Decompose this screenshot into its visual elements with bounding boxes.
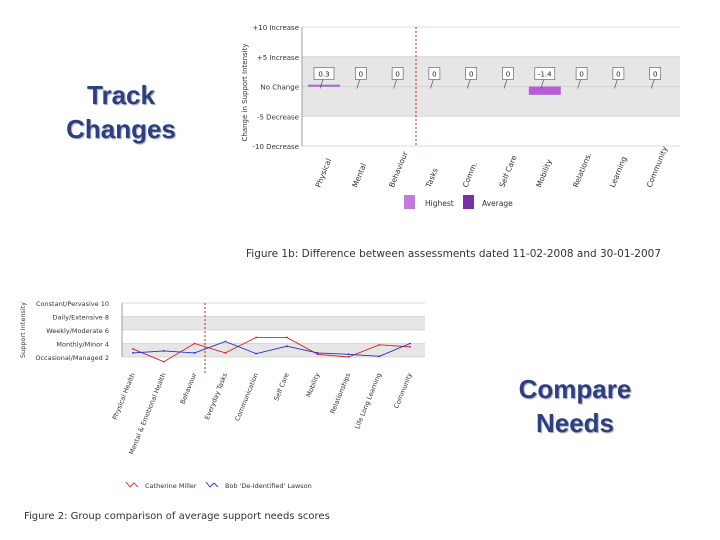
label-pointer: [356, 79, 361, 89]
y-tick-label: Occasional/Managed 2: [35, 354, 109, 362]
data-label: 0: [579, 71, 583, 79]
data-point: [162, 360, 165, 363]
bar: [528, 86, 561, 95]
legend-label: Catherine Miller: [145, 482, 197, 490]
data-point: [285, 336, 288, 339]
y-tick-label: No Change: [260, 84, 299, 92]
data-point: [316, 352, 319, 354]
label-pointer: [650, 79, 655, 89]
x-tick-label: Community: [392, 372, 414, 410]
y-tick-label: +10 Increase: [252, 24, 299, 32]
data-label: 0: [395, 71, 399, 79]
label-pointer: [614, 79, 618, 89]
legend-swatch-average: [463, 195, 474, 209]
legend-label: Average: [482, 199, 513, 208]
bar: [308, 84, 340, 87]
data-point: [162, 350, 165, 352]
x-tick-label: Life Long Learning: [353, 372, 383, 430]
value-label-box: [649, 67, 662, 80]
value-label-box: [502, 67, 514, 80]
y-tick-label: Monthly/Minor 4: [56, 341, 109, 349]
label-pointer: [540, 79, 545, 89]
data-label: 0.3: [318, 71, 329, 79]
data-point: [255, 352, 258, 355]
data-point: [409, 345, 411, 348]
data-point: [224, 352, 227, 354]
y-tick-label: +5 Increase: [257, 54, 299, 62]
data-point: [193, 352, 196, 354]
x-tick-label: Communication: [233, 372, 260, 423]
data-label: 0: [653, 71, 657, 79]
legend-swatch: [125, 481, 139, 488]
label-pointer: [319, 79, 324, 89]
band-upper: [122, 316, 425, 330]
data-point: [193, 342, 196, 345]
label-pointer: [393, 79, 397, 89]
data-point: [132, 348, 134, 350]
data-point: [378, 343, 381, 346]
data-label: 0: [469, 71, 473, 79]
y-tick-label: -5 Decrease: [257, 113, 299, 121]
legend-swatch-highest: [404, 195, 415, 209]
legend-swatch: [205, 481, 219, 488]
x-tick-label: Mental & Emotional Health: [127, 372, 167, 456]
data-label: 0: [432, 71, 436, 79]
series-line: [132, 340, 411, 357]
compare-needs-label: Compare Needs: [500, 372, 650, 440]
band-lower: [302, 86, 680, 117]
y-axis-label: Change in Support Intensity: [241, 44, 249, 142]
label-pointer: [503, 79, 508, 89]
figure-2-caption: Figure 2: Group comparison of average su…: [24, 511, 330, 522]
value-label-box: [575, 67, 588, 80]
legend-label: Highest: [425, 199, 454, 208]
data-label: -1.4: [538, 71, 552, 79]
data-point: [378, 355, 381, 358]
y-tick-label: Weekly/Moderate 6: [46, 327, 109, 335]
data-point: [347, 356, 350, 358]
x-tick-label: Mobility: [305, 372, 322, 399]
value-label-box: [534, 67, 556, 80]
y-tick-label: Constant/Pervasive 10: [36, 300, 109, 308]
y-tick-label: -10 Decrease: [253, 143, 299, 151]
data-point: [132, 352, 134, 354]
value-label-box: [465, 67, 478, 80]
data-label: 0: [359, 71, 363, 79]
x-tick-label: Physical Health: [111, 372, 137, 421]
x-tick-label: Relationships: [329, 371, 353, 415]
data-label: 0: [616, 71, 620, 79]
data-point: [255, 336, 258, 339]
label-pointer: [430, 79, 434, 89]
data-point: [316, 353, 319, 356]
figure-1b-caption: Figure 1b: Difference between assessment…: [246, 248, 662, 260]
value-label-box: [612, 67, 625, 80]
compare-needs-text: Compare Needs: [518, 374, 632, 438]
data-point: [347, 353, 350, 356]
data-label: 0: [506, 71, 510, 79]
track-changes-label: Track Changes: [50, 78, 192, 146]
data-point: [285, 345, 288, 348]
label-pointer: [577, 79, 581, 89]
label-pointer: [466, 79, 471, 89]
band-lower: [122, 343, 425, 357]
data-point: [224, 340, 227, 343]
series-line: [132, 336, 411, 363]
track-changes-text: Track Changes: [66, 80, 176, 144]
x-tick-label: Self Care: [272, 372, 290, 402]
x-tick-label: Behaviour: [179, 371, 199, 405]
y-tick-label: Daily/Extensive 8: [53, 314, 110, 322]
data-point: [409, 342, 411, 345]
legend-label: Bob 'De-Identified' Lawson: [225, 482, 312, 490]
value-label-box: [391, 67, 404, 80]
value-label-box: [428, 67, 441, 80]
value-label-box: [354, 67, 367, 80]
y-axis-label: Support Intensity: [19, 302, 27, 358]
x-tick-label: Everyday Tasks: [203, 371, 229, 421]
value-label-box: [313, 67, 335, 80]
